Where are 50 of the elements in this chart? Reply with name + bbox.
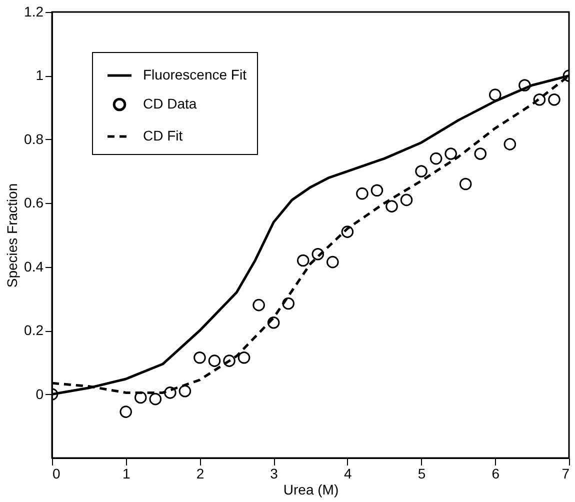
point [548,93,560,106]
point [149,392,162,406]
x-tick-label: 5 [418,466,426,482]
point [415,165,428,178]
y-tick-label: 0.4 [24,258,44,274]
point [296,254,310,267]
point [120,406,132,418]
point [267,316,280,329]
y-tick-label: 0.8 [24,130,44,147]
x-tick-label: 3 [270,466,278,482]
point [194,352,206,364]
legend-label: CD Fit [143,128,183,144]
x-axis-title: Urea (M) [283,482,339,498]
y-tick-label: 0.6 [24,194,44,211]
point [518,79,531,92]
point [356,187,368,200]
point [400,194,413,206]
y-tick-label: 1.2 [24,4,44,20]
point [223,354,236,367]
x-tick-label: 4 [344,466,352,482]
point [370,184,384,197]
point [282,297,294,310]
x-tick-label: 2 [196,466,204,482]
point [504,138,516,150]
point [533,93,546,106]
point [341,226,354,238]
point [488,88,502,101]
point [164,386,176,399]
legend-label: CD Data [143,96,197,112]
point [459,178,472,190]
point [474,148,487,160]
y-tick-label: 0 [36,386,44,402]
point [326,256,339,268]
x-tick-label: 7 [562,466,570,482]
point [134,391,147,404]
y-axis-title: Species Fraction [4,183,20,288]
point [208,354,221,367]
point [178,384,192,398]
x-tick-label: 0 [52,466,60,482]
legend-label: Fluorescence Fit [143,66,247,82]
point [252,298,265,312]
x-tick-label: 1 [122,466,130,482]
y-tick-label: 1 [36,67,44,84]
point [430,152,442,165]
point [386,200,398,212]
point [238,352,250,364]
y-tick-label: 0.2 [24,322,44,338]
point [444,148,457,160]
point [312,248,324,260]
x-tick-label: 6 [492,466,500,482]
